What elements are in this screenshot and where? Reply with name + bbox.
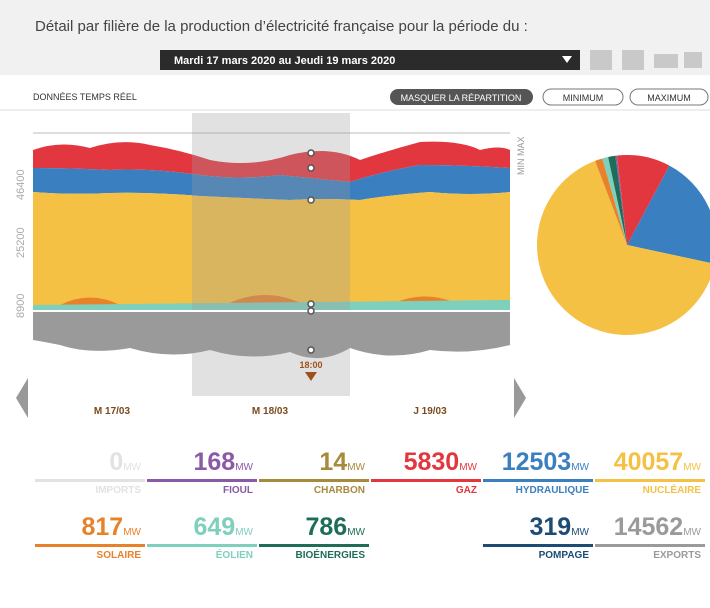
tile-line — [483, 544, 593, 547]
pie-slice — [617, 155, 670, 245]
gas-area — [33, 141, 510, 182]
solar-area — [60, 295, 460, 305]
value: 649 — [194, 513, 236, 541]
pie-slice — [615, 155, 627, 245]
y-tick-label: 8900 — [15, 294, 27, 318]
wind-area — [33, 300, 510, 310]
y-tick-label: 46400 — [15, 169, 27, 200]
button-max[interactable] — [629, 88, 709, 106]
hydro-area — [33, 165, 510, 200]
tile-value: 817MW — [82, 513, 142, 541]
tile-line — [35, 479, 145, 482]
tile-label: CHARBON — [314, 485, 365, 496]
side-label: MIN MAX — [516, 136, 526, 175]
value: 5830 — [404, 448, 460, 476]
select-arrow — [562, 56, 572, 63]
exports-area — [33, 312, 510, 359]
tile-line — [35, 544, 145, 547]
tile-value: 168MW — [194, 448, 254, 476]
tile-line — [595, 544, 705, 547]
tile-line — [371, 479, 481, 482]
unit: MW — [683, 527, 701, 538]
area-chart: 18:00 MIN MAX — [16, 113, 526, 418]
tile-value: 40057MW — [614, 448, 702, 476]
tile-value: 12503MW — [502, 448, 590, 476]
pie-slice — [595, 158, 627, 245]
button-label: MASQUER LA RÉPARTITION — [401, 93, 522, 103]
pie-slice — [616, 155, 627, 245]
nav-left[interactable] — [16, 378, 28, 418]
unit: MW — [235, 462, 253, 473]
value: 14 — [319, 448, 347, 476]
tile-label: POMPAGE — [539, 550, 590, 561]
value: 12503 — [502, 448, 572, 476]
unit: MW — [571, 462, 589, 473]
unit: MW — [683, 462, 701, 473]
mode-label: DONNÉES TEMPS RÉEL — [33, 92, 137, 102]
tile-value: 14MW — [319, 448, 365, 476]
tile-line — [259, 479, 369, 482]
tile-label: FIOUL — [223, 485, 253, 496]
pie-slice — [536, 160, 710, 335]
tile-label: SOLAIRE — [97, 550, 142, 561]
tile-value: 5830MW — [404, 448, 478, 476]
period-select[interactable] — [160, 50, 580, 70]
value: 319 — [530, 513, 572, 541]
value: 786 — [306, 513, 348, 541]
unit: MW — [123, 527, 141, 538]
toolbar-icons[interactable] — [590, 50, 702, 70]
tile-label: HYDRAULIQUE — [516, 485, 590, 496]
tile-line — [483, 479, 593, 482]
tile-label: ÉOLIEN — [216, 548, 253, 561]
pie-slice — [627, 165, 710, 263]
button-hide[interactable] — [390, 89, 533, 105]
value: 0 — [109, 448, 123, 476]
y-tick-label: 25200 — [15, 227, 27, 258]
tile-line — [259, 544, 369, 547]
header-title: Détail par filière de la production d’él… — [35, 18, 528, 35]
value: 817 — [82, 513, 124, 541]
tile-label: EXPORTS — [653, 550, 701, 561]
tile-line — [147, 479, 257, 482]
cursor-points — [307, 149, 315, 354]
nav-right[interactable] — [514, 378, 526, 418]
unit: MW — [347, 527, 365, 538]
day-label: M 17/03 — [94, 406, 131, 417]
value: 40057 — [614, 448, 684, 476]
tile-label: NUCLÉAIRE — [643, 483, 702, 496]
unit: MW — [235, 527, 253, 538]
value: 14562 — [614, 513, 684, 541]
button-label: MINIMUM — [563, 93, 604, 103]
unit: MW — [347, 462, 365, 473]
value: 168 — [194, 448, 236, 476]
tile-line — [147, 544, 257, 547]
button-min[interactable] — [542, 88, 624, 106]
day-label: J 19/03 — [413, 406, 447, 417]
tile-value: 319MW — [530, 513, 590, 541]
tile-value: 649MW — [194, 513, 254, 541]
period-label: Mardi 17 mars 2020 au Jeudi 19 mars 2020 — [174, 55, 395, 67]
day-label: M 18/03 — [252, 406, 289, 417]
tile-label: IMPORTS — [95, 485, 141, 496]
tile-value: 786MW — [306, 513, 366, 541]
tile-line — [595, 479, 705, 482]
tile-value: 0MW — [109, 448, 141, 476]
unit: MW — [123, 462, 141, 473]
cursor-time: 18:00 — [299, 360, 322, 370]
unit: MW — [459, 462, 477, 473]
unit: MW — [571, 527, 589, 538]
pie-slice — [602, 156, 627, 245]
cursor-marker[interactable] — [305, 372, 317, 381]
tile-label: BIOÉNERGIES — [296, 548, 366, 561]
nuclear-area — [33, 192, 510, 305]
tile-label: GAZ — [456, 485, 477, 496]
pie-slice — [608, 155, 627, 245]
button-label: MAXIMUM — [647, 93, 691, 103]
tile-value: 14562MW — [614, 513, 702, 541]
day-highlight — [192, 113, 350, 396]
